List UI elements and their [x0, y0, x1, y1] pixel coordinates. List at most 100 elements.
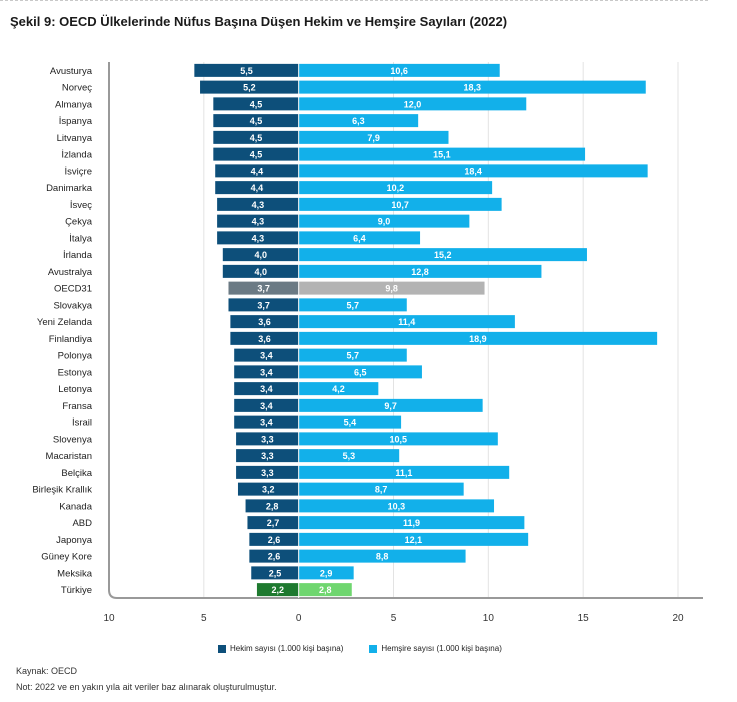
bar-nurses	[298, 566, 354, 580]
data-label-nurses: 5,4	[344, 418, 357, 428]
category-label: Japonya	[56, 535, 93, 546]
bar-nurses	[298, 63, 500, 77]
bar-nurses	[298, 549, 466, 563]
data-label-nurses: 10,3	[388, 501, 406, 511]
legend-swatch-nurses	[369, 644, 378, 653]
bar-doctors	[222, 264, 299, 278]
source-note: Kaynak: OECD	[16, 666, 78, 676]
bar-doctors	[213, 147, 299, 161]
x-tick-label: 5	[201, 613, 207, 624]
data-label-doctors: 2,6	[268, 535, 281, 545]
bar-doctors	[217, 214, 299, 228]
bar-doctors	[213, 97, 299, 111]
data-label-nurses: 11,4	[398, 317, 415, 327]
footnote: Not: 2022 ve en yakın yıla ait veriler b…	[16, 682, 277, 692]
category-label: Güney Kore	[41, 552, 92, 563]
data-label-doctors: 4,0	[254, 250, 267, 260]
category-label: Yeni Zelanda	[37, 317, 93, 328]
category-label: ABD	[72, 518, 92, 529]
legend-label-nurses: Hemşire sayısı (1.000 kişi başına)	[381, 644, 502, 653]
bar-doctors	[230, 315, 299, 329]
bar-nurses	[298, 449, 400, 463]
x-tick-label: 15	[578, 613, 590, 624]
bar-nurses	[298, 465, 510, 479]
legend-item-doctors: Hekim sayısı (1.000 kişi başına)	[218, 644, 343, 653]
bar-nurses	[298, 415, 402, 429]
data-label-doctors: 4,4	[251, 183, 264, 193]
bar-doctors	[249, 549, 299, 563]
bar-nurses	[298, 264, 542, 278]
bar-nurses	[298, 398, 483, 412]
bar-doctors	[213, 130, 299, 144]
bar-doctors	[251, 566, 299, 580]
legend: Hekim sayısı (1.000 kişi başına) Hemşire…	[218, 644, 502, 653]
bar-nurses	[298, 583, 352, 597]
category-label: Litvanya	[57, 133, 93, 144]
data-label-nurses: 9,8	[385, 284, 398, 294]
x-tick-label: 5	[391, 613, 397, 624]
data-label-nurses: 5,3	[343, 451, 356, 461]
bar-doctors	[236, 432, 299, 446]
data-label-doctors: 3,4	[260, 401, 273, 411]
category-label: İrlanda	[63, 250, 93, 261]
bar-doctors	[249, 532, 299, 546]
category-label: Avusturya	[50, 66, 93, 77]
category-label: Türkiye	[61, 585, 92, 596]
data-label-doctors: 3,6	[258, 317, 271, 327]
bar-doctors	[256, 583, 299, 597]
bar-doctors	[236, 449, 299, 463]
bar-nurses	[298, 331, 658, 345]
data-label-nurses: 10,5	[389, 434, 407, 444]
bar-nurses	[298, 147, 586, 161]
data-label-doctors: 4,5	[250, 133, 263, 143]
category-label: Macaristan	[46, 451, 92, 462]
data-label-nurses: 12,8	[411, 267, 429, 277]
bar-doctors	[230, 331, 299, 345]
category-label: Almanya	[55, 99, 93, 110]
bar-nurses	[298, 197, 502, 211]
category-label: İspanya	[59, 116, 93, 127]
data-label-nurses: 6,5	[354, 367, 367, 377]
data-label-nurses: 5,7	[346, 351, 359, 361]
bar-nurses	[298, 97, 527, 111]
bar-doctors	[245, 499, 299, 513]
bar-nurses	[298, 281, 485, 295]
chart-title: Şekil 9: OECD Ülkelerinde Nüfus Başına D…	[10, 14, 508, 29]
data-label-doctors: 5,2	[243, 83, 256, 93]
data-label-nurses: 8,7	[375, 485, 388, 495]
data-label-doctors: 5,5	[240, 66, 253, 76]
category-label: Danimarka	[46, 183, 93, 194]
data-label-doctors: 4,5	[250, 99, 263, 109]
bar-doctors	[217, 197, 299, 211]
data-label-doctors: 2,6	[268, 552, 281, 562]
bar-doctors	[234, 398, 299, 412]
category-label: Estonya	[58, 367, 93, 378]
bar-doctors	[194, 63, 299, 77]
data-label-doctors: 3,2	[262, 485, 275, 495]
data-label-nurses: 10,6	[390, 66, 408, 76]
bar-doctors	[237, 482, 299, 496]
bar-nurses	[298, 382, 379, 396]
data-label-nurses: 18,9	[469, 334, 487, 344]
bar-doctors	[228, 281, 299, 295]
data-label-nurses: 15,2	[434, 250, 452, 260]
data-label-nurses: 18,3	[463, 83, 481, 93]
bar-nurses	[298, 532, 529, 546]
data-label-nurses: 12,0	[404, 99, 422, 109]
x-tick-label: 10	[103, 613, 115, 624]
data-label-doctors: 4,3	[252, 233, 265, 243]
data-label-doctors: 4,3	[252, 200, 265, 210]
category-label: Polonya	[58, 351, 93, 362]
data-label-nurses: 5,7	[346, 300, 359, 310]
data-label-doctors: 3,4	[260, 384, 273, 394]
data-label-doctors: 3,3	[261, 468, 274, 478]
data-label-nurses: 10,2	[387, 183, 405, 193]
data-label-doctors: 4,4	[251, 166, 264, 176]
data-label-nurses: 6,4	[353, 233, 366, 243]
data-label-doctors: 3,3	[261, 434, 274, 444]
bar-doctors	[200, 80, 299, 94]
category-label: Slovakya	[53, 300, 92, 311]
data-label-nurses: 6,3	[352, 116, 365, 126]
bar-nurses	[298, 231, 421, 245]
